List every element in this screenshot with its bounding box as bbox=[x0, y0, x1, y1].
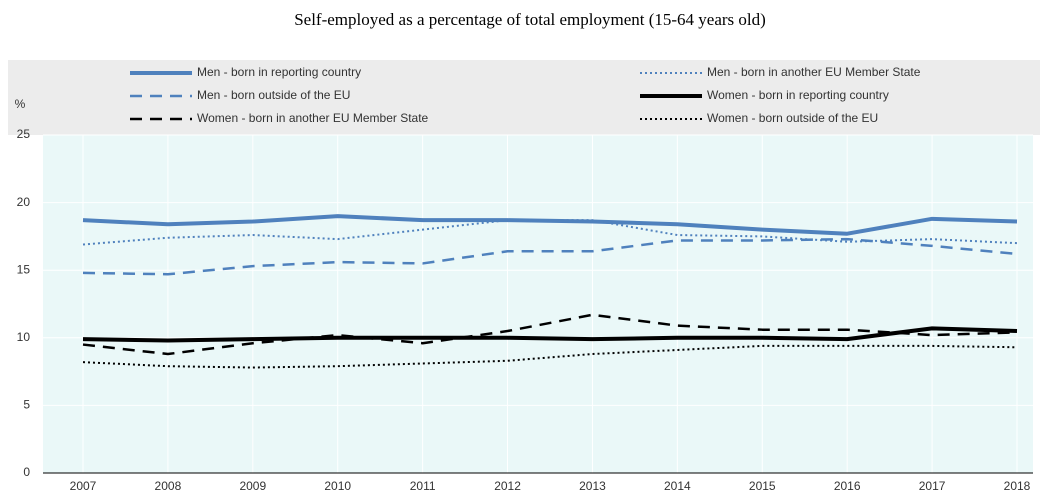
y-tick-label: 20 bbox=[17, 195, 31, 209]
x-tick-label: 2009 bbox=[239, 479, 266, 493]
chart-title: Self-employed as a percentage of total e… bbox=[294, 10, 766, 29]
x-tick-label: 2015 bbox=[749, 479, 776, 493]
series-line bbox=[82, 313, 1018, 356]
series-line bbox=[82, 326, 1018, 343]
x-tick-label: 2010 bbox=[324, 479, 351, 493]
x-tick-label: 2007 bbox=[70, 479, 97, 493]
x-tick-label: 2013 bbox=[579, 479, 606, 493]
y-tick-label: 0 bbox=[23, 465, 30, 479]
y-tick-label: 10 bbox=[17, 330, 31, 344]
y-tick-label: 25 bbox=[17, 127, 31, 141]
legend-label: Women - born outside of the EU bbox=[707, 111, 878, 125]
x-tick-label: 2018 bbox=[1004, 479, 1031, 493]
x-tick-label: 2011 bbox=[410, 479, 436, 493]
series-line bbox=[82, 214, 1018, 236]
x-tick-label: 2014 bbox=[664, 479, 691, 493]
y-axis-label: % bbox=[15, 97, 26, 111]
legend-label: Women - born in another EU Member State bbox=[197, 111, 429, 125]
legend-label: Women - born in reporting country bbox=[707, 88, 889, 102]
x-tick-label: 2017 bbox=[919, 479, 946, 493]
x-tick-label: 2016 bbox=[834, 479, 861, 493]
legend-label: Men - born outside of the EU bbox=[197, 88, 350, 102]
y-tick-label: 15 bbox=[17, 262, 31, 276]
x-tick-label: 2012 bbox=[494, 479, 521, 493]
x-tick-label: 2008 bbox=[155, 479, 182, 493]
series-line bbox=[82, 237, 1018, 276]
y-tick-label: 5 bbox=[23, 398, 30, 412]
legend-label: Men - born in reporting country bbox=[197, 65, 361, 79]
legend-label: Men - born in another EU Member State bbox=[707, 65, 921, 79]
series-line bbox=[82, 344, 1018, 369]
plot-background bbox=[43, 135, 1033, 473]
